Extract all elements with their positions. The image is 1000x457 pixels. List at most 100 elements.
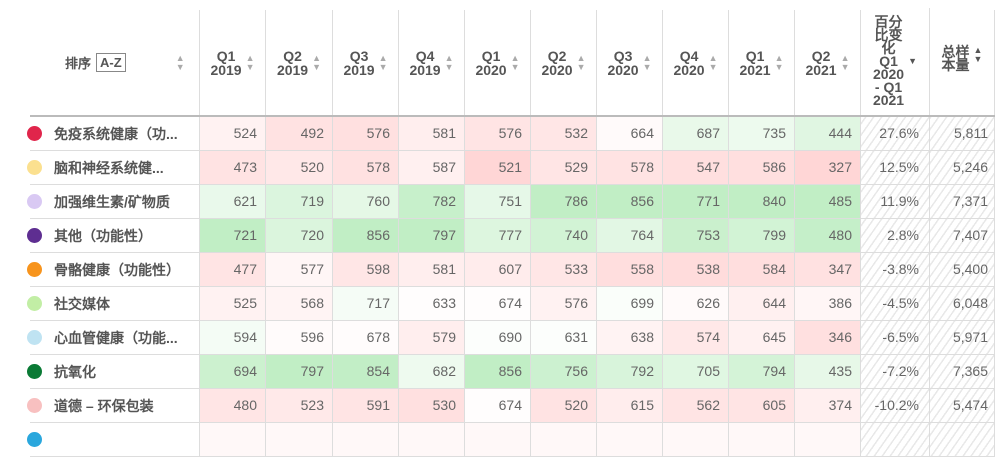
column-header-q4-2020[interactable]: Q4 2020 ▲ ▼ [663,10,729,115]
value-cell: 719 [266,185,333,218]
column-label: Q2 2020 [541,47,573,78]
table-row[interactable]: 道德 – 环保包装 480 523 591 530 674 520 615 562 605 374-… [27,389,995,423]
table-row[interactable]: 脑和神经系统健... 473 520 578 587 521 529 578 547 586 327… [27,151,995,185]
value-cell [795,423,861,456]
value-cell: 586 [729,151,795,184]
column-header-q1-2021[interactable]: Q1 2021 ▲ ▼ [729,10,795,115]
table-row[interactable]: 加强维生素/矿物质 621 719 760 782 751 786 856 771 840 485 1… [27,185,995,219]
value-cell: 577 [266,253,333,286]
row-label: 抗氧化 [27,355,200,388]
row-name: 社交媒体 [54,295,110,312]
row-name: 道德 – 环保包装 [54,397,154,414]
pct-change-cell: -4.5% [861,287,930,320]
value-cell: 598 [333,253,399,286]
value-cell: 587 [399,151,465,184]
value-cell: 607 [465,253,531,286]
pct-change-cell: -3.8% [861,253,930,286]
sort-arrows-icon[interactable]: ▼ [908,56,918,66]
total-sample-cell: 5,971 [930,321,995,354]
column-label: Q2 2019 [276,47,309,78]
column-header-q2-2021[interactable]: Q2 2021 ▲ ▼ [795,10,861,115]
value-cell: 615 [597,389,663,422]
value-cell: 751 [465,185,531,218]
legend-dot-icon [27,432,42,447]
value-cell: 717 [333,287,399,320]
row-name: 骨骼健康（功能性） [54,261,180,278]
sort-arrows-icon[interactable]: ▲ ▼ [245,52,255,72]
table-row[interactable]: 社交媒体 525 568 717 633 674 576 699 626 644 386 -4.5% 6… [27,287,995,321]
value-cell: 840 [729,185,795,218]
value-cell: 856 [597,185,663,218]
sort-arrows-icon[interactable]: ▲ ▼ [576,52,586,72]
table-row-partial[interactable] [27,423,995,457]
value-cell: 782 [399,185,465,218]
value-cell [663,423,729,456]
value-cell: 644 [729,287,795,320]
value-cell: 525 [200,287,266,320]
column-header-q3-2019[interactable]: Q3 2019 ▲ ▼ [333,10,399,115]
value-cell: 347 [795,253,861,286]
total-sample-cell: 7,407 [930,219,995,252]
table-row[interactable]: 其他（功能性） 721 720 856 797 777 740 764 753 799 480 2.8… [27,219,995,253]
value-cell: 777 [465,219,531,252]
table-row[interactable]: 抗氧化 694 797 854 682 856 756 792 705 794 435 -7.2% 7,… [27,355,995,389]
row-label: 道德 – 环保包装 [27,389,200,422]
sort-arrows-icon[interactable]: ▲ ▼ [840,52,850,72]
value-cell: 626 [663,287,729,320]
total-sample-cell: 5,811 [930,117,995,150]
column-header-q1-2019[interactable]: Q1 2019 ▲ ▼ [200,10,266,115]
pct-change-cell: 2.8% [861,219,930,252]
column-header-q4-2019[interactable]: Q4 2019 ▲ ▼ [399,10,465,115]
total-sample-cell: 5,400 [930,253,995,286]
value-cell: 605 [729,389,795,422]
legend-dot-icon [27,262,42,277]
table-row[interactable]: 骨骼健康（功能性） 477 577 598 581 607 533 558 538 584 347-… [27,253,995,287]
table-row[interactable]: 心血管健康（功能... 594 596 678 579 690 631 638 574 645 34… [27,321,995,355]
value-cell: 594 [200,321,266,354]
column-header-q2-2019[interactable]: Q2 2019 ▲ ▼ [266,10,333,115]
total-sample-cell: 7,365 [930,355,995,388]
value-cell: 694 [200,355,266,388]
value-cell: 631 [531,321,597,354]
value-cell [333,423,399,456]
value-cell [729,423,795,456]
value-cell: 532 [531,117,597,150]
value-cell: 771 [663,185,729,218]
sort-arrows-icon[interactable]: ▲ ▼ [312,52,322,72]
total-sample-cell: 5,246 [930,151,995,184]
pct-change-cell [861,423,930,456]
sort-arrows-icon[interactable]: ▲ ▼ [175,52,185,72]
sort-az-button[interactable]: A-Z [96,53,126,72]
sort-arrows-icon[interactable]: ▲ ▼ [774,52,784,72]
value-cell: 764 [597,219,663,252]
column-header-q2-2020[interactable]: Q2 2020 ▲ ▼ [531,10,597,115]
value-cell: 529 [531,151,597,184]
pct-change-cell: -10.2% [861,389,930,422]
sort-arrows-icon[interactable]: ▲ ▼ [708,52,718,72]
sort-arrows-icon[interactable]: ▲ ▼ [510,52,520,72]
value-cell: 523 [266,389,333,422]
value-cell: 596 [266,321,333,354]
column-label: Q1 2021 [739,47,771,78]
total-sample-cell [930,423,995,456]
sort-arrows-icon[interactable]: ▲ ▼ [444,52,454,72]
row-name: 抗氧化 [54,363,96,380]
value-cell: 854 [333,355,399,388]
value-cell: 797 [266,355,333,388]
value-cell [531,423,597,456]
legend-dot-icon [27,330,42,345]
value-cell: 735 [729,117,795,150]
sort-arrows-icon[interactable]: ▲ ▼ [378,52,388,72]
value-cell: 444 [795,117,861,150]
value-cell: 480 [200,389,266,422]
table-row[interactable]: 免疫系统健康（功... 524 492 576 581 576 532 664 687 735 44… [27,117,995,151]
column-header-q3-2020[interactable]: Q3 2020 ▲ ▼ [597,10,663,115]
row-label: 社交媒体 [27,287,200,320]
value-cell: 674 [465,287,531,320]
value-cell: 578 [333,151,399,184]
sort-arrows-icon[interactable]: ▲ ▼ [642,52,652,72]
sort-arrows-icon[interactable]: ▲ ▼ [973,45,983,64]
column-header-total[interactable]: 总样 本量 ▲ ▼ [930,10,995,115]
column-header-pct-change[interactable]: 百分 比变 化 Q1 2020 - Q1 2021 ▼ [861,8,930,115]
column-header-q1-2020[interactable]: Q1 2020 ▲ ▼ [465,10,531,115]
